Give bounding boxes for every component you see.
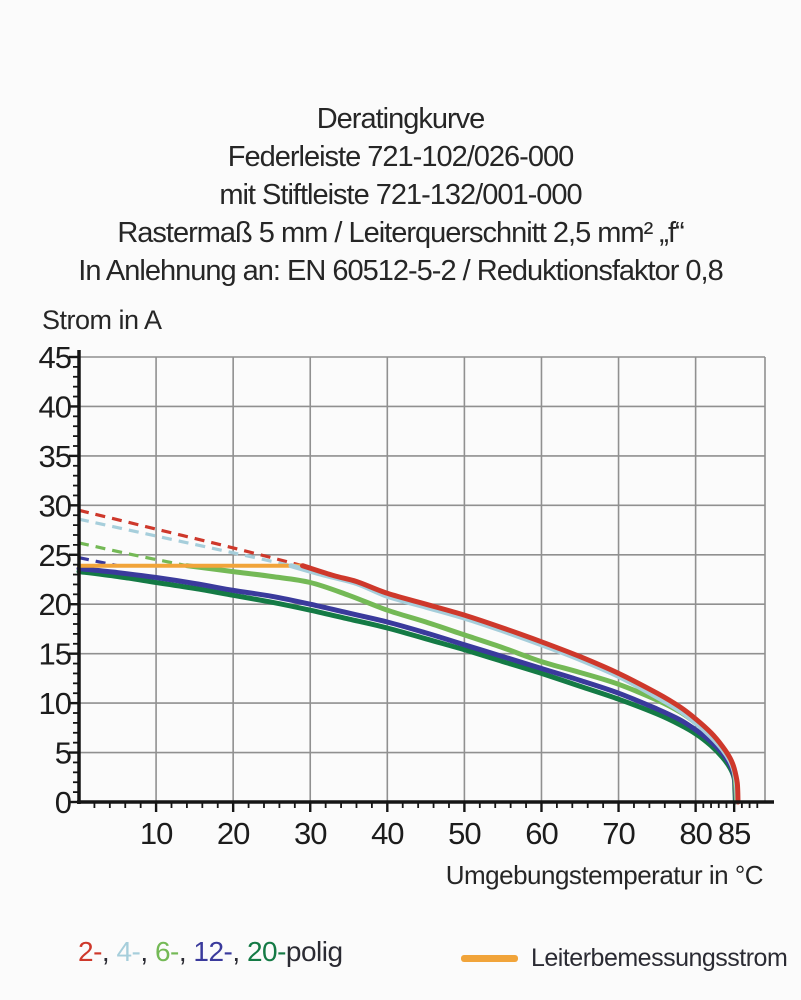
legend-separator: , (101, 936, 117, 967)
y-tick-label: 30 (39, 488, 72, 523)
x-tick-label: 50 (448, 816, 481, 851)
y-tick-label: 0 (55, 785, 72, 820)
curve-12-polig-projected (78, 556, 118, 568)
rated-current-line-swatch (461, 954, 518, 962)
title-line-3: mit Stiftleiste 721-132/001-000 (219, 179, 582, 211)
legend-separator: , (140, 936, 155, 967)
x-tick-label: 40 (371, 816, 404, 851)
curve-4-polig-projected (78, 517, 292, 568)
curve-6-polig-projected (78, 541, 188, 568)
y-tick-label: 35 (39, 439, 71, 474)
legend-suffix: polig (285, 936, 343, 967)
x-tick-label: 85 (718, 816, 750, 851)
legend-pole-12: 12- (193, 936, 233, 967)
legend-pole-2: 2- (78, 936, 102, 967)
x-tick-label: 30 (294, 816, 327, 851)
legend-separator: , (232, 936, 247, 967)
y-axis-title: Strom in A (42, 305, 162, 335)
title-line-1: Deratingkurve (316, 103, 486, 135)
legend-pole-counts: 2-, 4-, 6-, 12-, 20-polig (78, 936, 343, 968)
x-tick-label: 70 (602, 816, 635, 851)
curve-2-polig-projected (78, 508, 303, 568)
y-tick-label: 40 (39, 389, 72, 424)
legend-pole-20: 20- (246, 936, 286, 967)
x-tick-label: 10 (140, 816, 173, 851)
y-tick-label: 25 (39, 538, 71, 573)
curve-2-polig (300, 563, 741, 805)
x-tick-label: 60 (525, 816, 558, 851)
legend-pole-4: 4- (116, 936, 141, 967)
x-tick-label: 20 (217, 816, 250, 851)
y-tick-label: 20 (39, 587, 72, 622)
y-tick-label: 15 (39, 637, 71, 672)
x-tick-label: 80 (679, 816, 712, 851)
y-tick-label: 45 (39, 340, 71, 375)
title-line-5: In Anlehnung an: EN 60512-5-2 / Reduktio… (78, 255, 723, 287)
y-tick-label: 10 (39, 686, 72, 721)
title-line-4: Rastermaß 5 mm / Leiterquerschnitt 2,5 m… (117, 217, 684, 249)
chart-title-block: Deratingkurve Federleiste 721-102/026-00… (0, 100, 801, 290)
x-axis-title: Umgebungstemperatur in °C (445, 860, 764, 890)
legend-separator: , (178, 936, 194, 967)
legend-rated-current: Leiterbemessungsstrom (461, 936, 788, 980)
title-line-2: Federleiste 721-102/026-000 (227, 141, 574, 173)
y-tick-label: 5 (55, 736, 71, 771)
legend-pole-6: 6- (154, 936, 179, 967)
rated-current-label: Leiterbemessungsstrom (531, 943, 788, 972)
